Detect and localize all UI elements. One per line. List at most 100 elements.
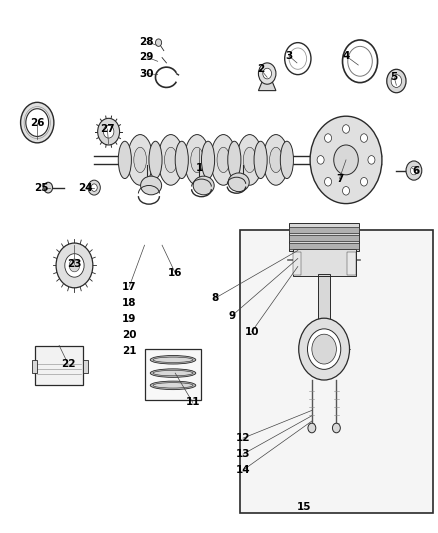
- Circle shape: [56, 243, 93, 288]
- Circle shape: [312, 334, 336, 364]
- Circle shape: [391, 75, 402, 87]
- Bar: [293, 252, 301, 275]
- Circle shape: [343, 125, 350, 133]
- Ellipse shape: [263, 135, 289, 185]
- Circle shape: [69, 259, 80, 272]
- Text: 24: 24: [78, 183, 93, 192]
- Ellipse shape: [141, 176, 162, 195]
- Text: 28: 28: [139, 37, 154, 46]
- Circle shape: [308, 423, 316, 433]
- Circle shape: [348, 46, 372, 76]
- Text: 4: 4: [343, 51, 350, 61]
- Ellipse shape: [164, 147, 177, 173]
- Circle shape: [21, 102, 54, 143]
- Circle shape: [325, 177, 332, 186]
- Bar: [145, 349, 201, 400]
- Circle shape: [88, 180, 100, 195]
- Text: 13: 13: [236, 449, 251, 459]
- Circle shape: [289, 48, 307, 69]
- Text: 9: 9: [229, 311, 236, 320]
- Text: 21: 21: [122, 346, 137, 356]
- Text: 8: 8: [211, 294, 218, 303]
- Circle shape: [44, 182, 53, 193]
- Ellipse shape: [193, 176, 214, 195]
- Bar: [293, 249, 356, 276]
- Text: 25: 25: [34, 183, 49, 192]
- Polygon shape: [258, 69, 276, 91]
- Ellipse shape: [269, 147, 282, 173]
- Ellipse shape: [150, 381, 196, 390]
- Circle shape: [360, 177, 367, 186]
- Circle shape: [387, 69, 406, 93]
- Ellipse shape: [153, 383, 193, 388]
- Circle shape: [285, 43, 311, 75]
- Circle shape: [343, 187, 350, 195]
- Text: 7: 7: [336, 174, 343, 183]
- Ellipse shape: [228, 141, 241, 179]
- Ellipse shape: [158, 135, 184, 185]
- Text: 18: 18: [122, 298, 137, 308]
- Text: 27: 27: [100, 124, 115, 134]
- Ellipse shape: [201, 141, 215, 179]
- Ellipse shape: [175, 141, 188, 179]
- Text: 22: 22: [60, 359, 75, 368]
- Bar: [240, 230, 433, 513]
- Text: 20: 20: [122, 330, 137, 340]
- Circle shape: [65, 254, 84, 277]
- Text: 26: 26: [30, 118, 45, 127]
- Text: 11: 11: [185, 398, 200, 407]
- Text: 16: 16: [168, 268, 183, 278]
- Circle shape: [299, 318, 350, 380]
- Text: 17: 17: [122, 282, 137, 292]
- Text: 1: 1: [196, 163, 203, 173]
- Circle shape: [258, 63, 276, 84]
- Ellipse shape: [149, 141, 162, 179]
- Circle shape: [263, 68, 272, 79]
- Ellipse shape: [254, 141, 267, 179]
- Circle shape: [317, 156, 324, 164]
- Circle shape: [307, 329, 341, 369]
- Text: 19: 19: [122, 314, 136, 324]
- Ellipse shape: [153, 357, 193, 362]
- Circle shape: [155, 39, 162, 46]
- Text: 15: 15: [297, 503, 312, 512]
- Text: 10: 10: [244, 327, 259, 336]
- Ellipse shape: [118, 141, 131, 179]
- Circle shape: [343, 40, 378, 83]
- Ellipse shape: [217, 147, 230, 173]
- Ellipse shape: [127, 135, 153, 185]
- Circle shape: [332, 423, 340, 433]
- Circle shape: [410, 166, 417, 175]
- Text: 6: 6: [413, 166, 420, 175]
- Ellipse shape: [211, 135, 236, 185]
- Circle shape: [368, 156, 375, 164]
- Bar: [83, 360, 88, 373]
- Bar: [289, 227, 359, 233]
- Ellipse shape: [134, 147, 146, 173]
- Circle shape: [360, 134, 367, 142]
- Text: 5: 5: [391, 72, 398, 82]
- Ellipse shape: [280, 141, 293, 179]
- Bar: [318, 274, 330, 325]
- Text: 3: 3: [286, 51, 293, 61]
- Ellipse shape: [150, 356, 196, 364]
- Circle shape: [310, 116, 382, 204]
- Ellipse shape: [184, 135, 210, 185]
- Circle shape: [103, 125, 114, 138]
- Circle shape: [325, 134, 332, 142]
- Ellipse shape: [153, 370, 193, 376]
- Ellipse shape: [228, 173, 249, 192]
- Text: 29: 29: [140, 52, 154, 62]
- Circle shape: [406, 161, 422, 180]
- Circle shape: [91, 184, 97, 191]
- Bar: [347, 252, 356, 275]
- Text: 14: 14: [236, 465, 251, 475]
- Circle shape: [334, 145, 358, 175]
- Ellipse shape: [237, 135, 262, 185]
- Circle shape: [26, 109, 49, 136]
- Bar: [289, 223, 359, 251]
- Ellipse shape: [150, 369, 196, 377]
- Text: 12: 12: [236, 433, 251, 443]
- Ellipse shape: [243, 147, 256, 173]
- Text: 23: 23: [67, 259, 82, 269]
